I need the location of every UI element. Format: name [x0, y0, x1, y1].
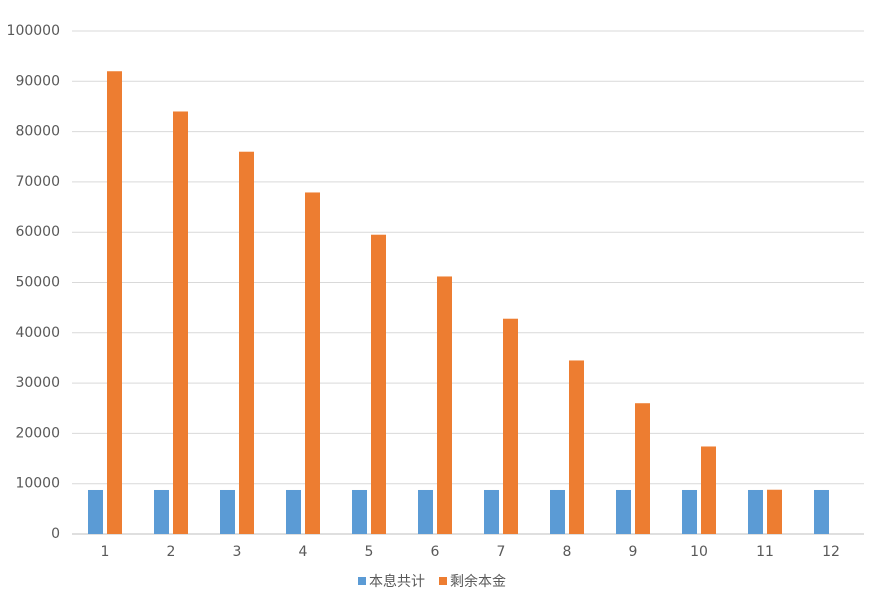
bar: [748, 489, 763, 534]
bar: [767, 489, 782, 534]
bar: [550, 489, 565, 534]
y-tick-label: 70000: [15, 174, 60, 190]
bar: [220, 489, 235, 534]
y-tick-label: 10000: [15, 476, 60, 492]
bar: [635, 403, 650, 534]
x-tick-label: 11: [756, 544, 774, 560]
y-tick-label: 90000: [15, 73, 60, 89]
bar: [154, 489, 169, 534]
x-tick-label: 12: [822, 544, 840, 560]
x-tick-label: 2: [167, 544, 176, 560]
y-tick-label: 40000: [15, 325, 60, 341]
x-tick-label: 6: [431, 544, 440, 560]
x-tick-label: 8: [563, 544, 572, 560]
x-tick-label: 3: [233, 544, 242, 560]
y-tick-label: 0: [51, 526, 60, 542]
bar: [682, 489, 697, 534]
x-tick-label: 4: [299, 544, 308, 560]
bar: [173, 111, 188, 534]
bar: [616, 489, 631, 534]
x-tick-label: 5: [365, 544, 374, 560]
x-tick-label: 10: [690, 544, 708, 560]
bar: [239, 151, 254, 534]
bar: [701, 446, 716, 534]
x-tick-label: 9: [629, 544, 638, 560]
bar: [107, 71, 122, 535]
bar: [484, 489, 499, 534]
bar: [371, 234, 386, 534]
bar: [437, 276, 452, 534]
bar: [352, 489, 367, 534]
x-tick-label: 1: [101, 544, 110, 560]
y-tick-label: 20000: [15, 425, 60, 441]
y-tick-label: 60000: [15, 224, 60, 240]
bar: [305, 192, 320, 534]
bar: [286, 489, 301, 534]
bar: [88, 489, 103, 534]
y-tick-label: 100000: [7, 23, 60, 39]
legend-swatch: [439, 577, 447, 585]
bar: [569, 360, 584, 534]
y-tick-label: 80000: [15, 124, 60, 140]
legend-label: 本息共计: [369, 573, 425, 590]
bar: [503, 318, 518, 534]
legend-swatch: [358, 577, 366, 585]
bar: [418, 489, 433, 534]
y-tick-label: 30000: [15, 375, 60, 391]
x-tick-label: 7: [497, 544, 506, 560]
legend-label: 剩余本金: [450, 573, 506, 590]
y-tick-label: 50000: [15, 275, 60, 291]
bar: [814, 489, 829, 534]
